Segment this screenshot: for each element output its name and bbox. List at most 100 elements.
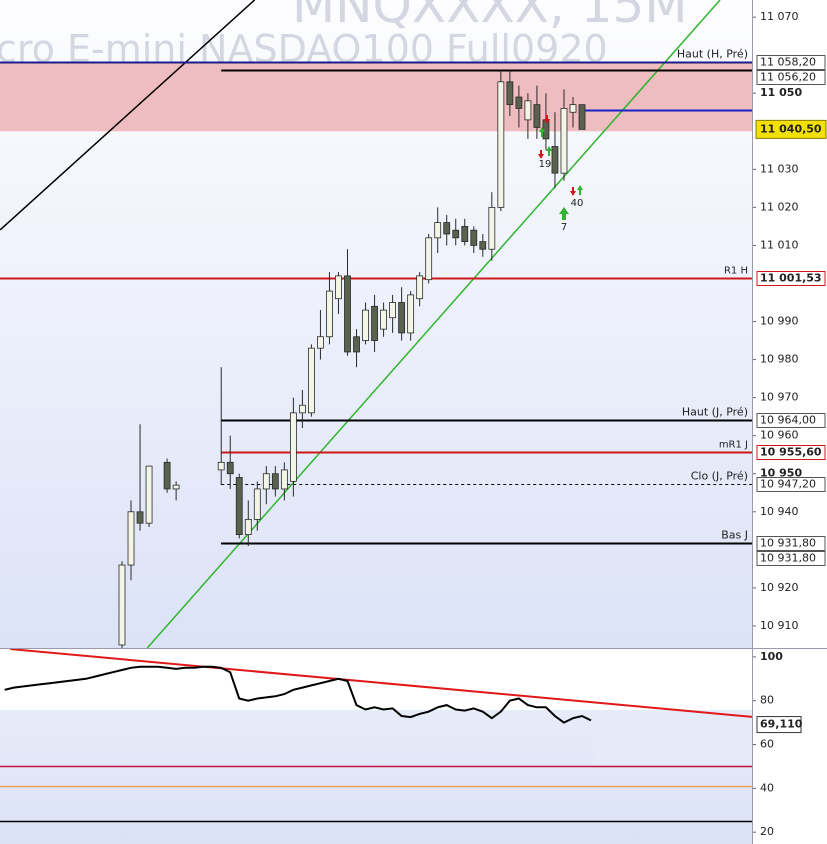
y-tick-label: 11 030 (760, 162, 799, 175)
y-tick-label: 40 (760, 781, 774, 794)
y-tick-label: 10 970 (760, 391, 799, 404)
down-arrow (544, 115, 550, 124)
y-tick-label: 11 050 (760, 86, 802, 99)
candle-body (569, 104, 577, 113)
candle-body (145, 465, 153, 524)
up-arrow (577, 185, 583, 195)
y-tick-label: 10 920 (760, 581, 799, 594)
last-price-box (755, 119, 827, 139)
candle-body (443, 222, 451, 235)
y-tick-label: 60 (760, 738, 774, 751)
candle-body (515, 96, 523, 109)
level-value: 11 056,20 (760, 71, 816, 84)
level-value: 11 001,53 (760, 272, 822, 285)
candle-body (380, 309, 387, 330)
y-tick-label: 10 990 (760, 315, 799, 328)
level-label: Haut (J, Pré) (682, 406, 748, 419)
up-arrow (539, 127, 545, 137)
up-arrow (546, 146, 552, 156)
indicator-plot (0, 649, 752, 823)
last-price: 11 040,50 (760, 122, 822, 135)
candle-body (488, 206, 496, 250)
level-value: 10 931,80 (760, 552, 816, 565)
y-tick-label: 10 960 (760, 429, 799, 442)
candle-body (560, 108, 568, 174)
candle-body (461, 226, 469, 243)
candle-body (542, 119, 550, 140)
level-value: 11 058,20 (760, 56, 816, 69)
y-tick-label: 20 (760, 825, 774, 838)
candle-body (163, 461, 171, 490)
last-value-box (756, 716, 802, 734)
candle-body (353, 336, 360, 353)
candle-body (298, 404, 306, 414)
candle-body (271, 473, 279, 490)
level-label: Clo (J, Pré) (691, 470, 748, 483)
candle-body (434, 222, 442, 239)
level-box (756, 477, 826, 492)
signal-label: 40 (571, 198, 584, 209)
candle-body (425, 237, 433, 281)
level-box (756, 536, 826, 551)
y-tick-label: 11 020 (760, 200, 799, 213)
candle-body (578, 104, 586, 130)
level-label: Bas J (721, 529, 748, 542)
y-tick-label: 10 980 (760, 353, 799, 366)
level-value: 10 964,00 (760, 414, 816, 427)
signal-label: 19 (539, 159, 552, 170)
candle-body (407, 294, 415, 334)
y-tick-label: 11 010 (760, 238, 799, 251)
y-tick-label: 11 070 (760, 10, 799, 23)
level-box (756, 55, 826, 70)
candle-body (127, 511, 135, 566)
level-label: Haut (H, Pré) (677, 48, 748, 61)
y-tick-label: 10 950 (760, 467, 802, 480)
indicator-trendline (10, 649, 752, 718)
level-box (756, 551, 826, 566)
y-tick-label: 10 940 (760, 505, 799, 518)
candle-body (253, 488, 261, 520)
candle-body (262, 473, 270, 490)
candle-body (506, 81, 514, 106)
candle-body (344, 275, 351, 353)
candle-body (317, 336, 324, 349)
indicator-shade (593, 710, 752, 765)
candle-body (280, 469, 288, 490)
candle-body (371, 305, 378, 341)
candle-body (524, 100, 532, 121)
signal-label: 7 (561, 222, 567, 233)
level-value: 10 931,80 (760, 537, 816, 550)
resistance-zone (0, 62, 752, 132)
watermark-title: MNQXXXX, 15M (292, 0, 687, 34)
trendline (0, 0, 256, 231)
trendline (146, 0, 721, 648)
candle-body (551, 146, 559, 174)
down-arrow (570, 187, 576, 196)
candle-body (118, 564, 126, 646)
candle-body (308, 347, 315, 414)
candle-body (470, 229, 478, 246)
candle-body (326, 290, 333, 338)
down-arrow (538, 150, 544, 159)
level-value: 10 955,60 (760, 446, 822, 459)
candle-body (389, 302, 397, 319)
y-tick-label: 80 (760, 694, 774, 707)
candle-body (416, 275, 424, 300)
candle-body (335, 275, 342, 300)
level-label: mR1 J (719, 440, 748, 451)
level-value: 10 947,20 (760, 478, 816, 491)
candle-body (217, 461, 225, 471)
price-plot: MNQXXXX, 15M cro E-mini NASDAQ100 Full09… (0, 0, 752, 648)
candle-body (497, 81, 505, 208)
level-box (756, 271, 826, 286)
level-box (756, 413, 826, 428)
candle-body (172, 484, 180, 490)
signals: 19 40 7 (538, 115, 583, 233)
candle-body (244, 518, 252, 536)
candle-body (362, 309, 369, 341)
candle-body (235, 477, 243, 536)
candle-body (398, 302, 406, 334)
level-label: R1 H (724, 266, 748, 277)
candle-body (136, 511, 144, 524)
